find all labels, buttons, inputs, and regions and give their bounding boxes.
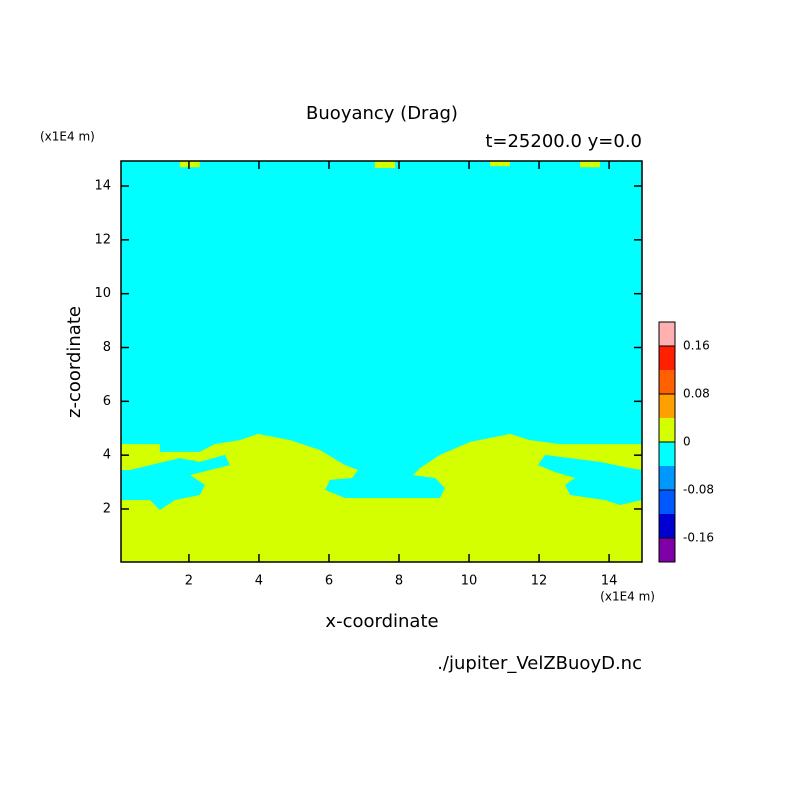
- y-tick-label: 8: [103, 340, 111, 355]
- y-tick-label: 4: [103, 448, 111, 463]
- colorbar-box: [659, 418, 675, 442]
- chart-title: Buoyancy (Drag): [306, 103, 458, 124]
- x-tick-label: 10: [461, 574, 478, 589]
- colorbar-box: [659, 538, 675, 562]
- y-tick-label: 12: [94, 232, 111, 247]
- x-tick-label: 12: [531, 574, 548, 589]
- colorbar-label: 0.16: [683, 339, 710, 353]
- x-tick-label: 4: [255, 574, 263, 589]
- colorbar-label: 0.08: [683, 387, 710, 401]
- colorbar-box: [659, 370, 675, 394]
- x-tick-label: 14: [601, 574, 618, 589]
- y-tick-label: 14: [94, 179, 111, 194]
- y-tick-label: 2: [103, 501, 111, 516]
- colorbar-box: [659, 394, 675, 418]
- colorbar-label: -0.16: [683, 531, 714, 545]
- colorbar-box: [659, 346, 675, 370]
- plot-area: 2 4 6 8 10 12 14 2 4 6 8 10 12 14: [94, 160, 643, 589]
- x-tick-label: 6: [325, 574, 333, 589]
- y-tick-label: 10: [94, 286, 111, 301]
- colorbar-label: 0: [683, 435, 691, 449]
- file-name: ./jupiter_VelZBuoyD.nc: [437, 653, 642, 674]
- colorbar-box: [659, 442, 675, 466]
- contour-region: [490, 161, 510, 167]
- colorbar-label: -0.08: [683, 483, 714, 497]
- x-axis-label: x-coordinate: [325, 611, 438, 632]
- contour-region: [121, 433, 642, 562]
- colorbar-box: [659, 322, 675, 346]
- chart-subtitle: t=25200.0 y=0.0: [485, 131, 642, 152]
- y-unit: (x1E4 m): [40, 130, 95, 144]
- plot-frame: [120, 160, 643, 563]
- colorbar-box: [659, 490, 675, 514]
- contour-region: [121, 454, 230, 511]
- colorbar: 0.16 0.08 0 -0.08 -0.16: [658, 321, 714, 563]
- y-axis-label: z-coordinate: [64, 306, 85, 418]
- contour-region: [374, 161, 396, 168]
- colorbar-box: [659, 514, 675, 538]
- x-unit: (x1E4 m): [600, 590, 655, 604]
- y-tick-label: 6: [103, 394, 111, 409]
- x-tick-label: 2: [185, 574, 193, 589]
- contour-region: [538, 454, 642, 505]
- colorbar-box: [659, 466, 675, 490]
- contour-region: [179, 161, 200, 168]
- contour-region: [580, 161, 600, 168]
- x-tick-label: 8: [395, 574, 403, 589]
